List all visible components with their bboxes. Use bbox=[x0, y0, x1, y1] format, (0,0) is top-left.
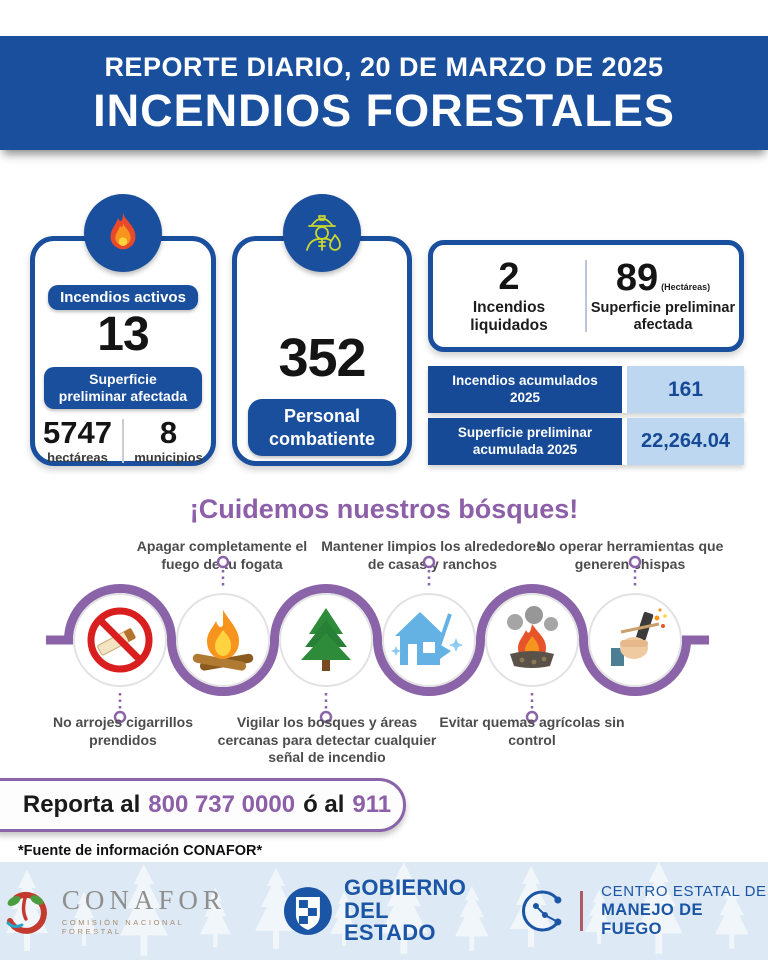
report-phone-banner: Reporta al 800 737 0000 ó al 911 bbox=[0, 778, 406, 832]
tip-cigarettes: No arrojes cigarrillos prendidos bbox=[52, 714, 194, 748]
house-cleaning-icon bbox=[391, 612, 463, 665]
footer: CONAFOR COMISIÓN NACIONAL FORESTAL GOBIE… bbox=[0, 862, 768, 960]
report-prefix: Reporta al bbox=[22, 791, 141, 818]
campaign-title: ¡Cuidemos nuestros bósques! bbox=[189, 494, 579, 524]
gobierno-line1: GOBIERNO bbox=[343, 875, 467, 901]
conafor-emblem-icon bbox=[6, 891, 47, 934]
hectares-unit: (Hectáreas) bbox=[661, 281, 711, 292]
ribbon-path bbox=[46, 584, 709, 696]
spark-tool-icon bbox=[611, 608, 667, 666]
tip-watch-forests: Vigilar los bosques y áreas cercanas par… bbox=[217, 714, 437, 765]
dotted-connectors-top bbox=[216, 555, 642, 587]
uncontrolled-burn-icon bbox=[507, 606, 558, 668]
gobierno-logo: GOBIERNO DEL ESTADO bbox=[282, 875, 486, 946]
state-shield-icon bbox=[284, 887, 332, 935]
centro-line1: CENTRO ESTATAL DE bbox=[601, 883, 767, 901]
vertical-divider bbox=[585, 260, 587, 332]
personnel-label: Personal combatiente bbox=[248, 399, 396, 456]
tips-icon-ribbon bbox=[46, 555, 709, 724]
flame-icon bbox=[84, 194, 162, 272]
personnel-value: 352 bbox=[278, 328, 366, 388]
hectares-stat: 5747 hectáreas bbox=[43, 415, 112, 465]
personnel-card: 352 Personal combatiente bbox=[232, 236, 412, 466]
extinguished-card: 2 Incendios liquidados 89 (Hectáreas) Sup… bbox=[428, 240, 744, 352]
extinguished-stat: 2 Incendios liquidados bbox=[470, 255, 548, 334]
centro-line2: MANEJO DE FUEGO bbox=[601, 900, 703, 938]
active-fires-card: Incendios activos 13 Superficie prelimin… bbox=[30, 236, 216, 466]
surface-affected-stat: 89 (Hectáreas) Superficie preliminar afec… bbox=[590, 256, 736, 333]
emergency-number: 911 bbox=[352, 791, 392, 818]
report-subtitle: REPORTE DIARIO, 20 DE MARZO DE 2025 bbox=[104, 52, 664, 82]
dotted-connectors-bottom bbox=[113, 693, 539, 724]
report-middle: ó al bbox=[303, 791, 345, 818]
campfire-icon bbox=[192, 610, 254, 671]
gobierno-line2: DEL ESTADO bbox=[343, 897, 436, 946]
conafor-subtitle: COMISIÓN NACIONAL FORESTAL bbox=[61, 917, 185, 936]
accumulated-surface-row: Superficie preliminar acumulada 2025 22,… bbox=[428, 418, 744, 465]
tip-agricultural-burns: Evitar quemas agrícolas sin control bbox=[439, 714, 625, 748]
surface-affected-label: Superficie preliminar afectada bbox=[44, 367, 202, 409]
no-smoking-icon bbox=[87, 607, 153, 673]
conafor-name: CONAFOR bbox=[61, 884, 226, 915]
pine-tree-icon bbox=[301, 608, 351, 671]
logo-divider bbox=[580, 891, 584, 931]
source-note: *Fuente de información CONAFOR* bbox=[18, 843, 263, 859]
centro-logo: CENTRO ESTATAL DE MANEJO DE FUEGO bbox=[520, 883, 768, 938]
active-fires-value: 13 bbox=[97, 308, 149, 361]
active-fires-breakdown: 5747 hectáreas 8 municipios bbox=[35, 415, 211, 465]
firefighter-icon bbox=[283, 194, 361, 272]
tip-campfire: Apagar completamente el fuego de tu foga… bbox=[136, 538, 308, 572]
fire-center-icon bbox=[522, 890, 562, 932]
active-fires-label: Incendios activos bbox=[48, 285, 198, 310]
report-phone-number: 800 737 0000 bbox=[148, 791, 296, 818]
vertical-divider bbox=[122, 419, 124, 463]
header-banner: REPORTE DIARIO, 20 DE MARZO DE 2025 INCE… bbox=[0, 36, 768, 150]
page-title: INCENDIOS FORESTALES bbox=[93, 85, 675, 136]
municipios-stat: 8 municipios bbox=[134, 415, 203, 465]
conafor-logo: CONAFOR COMISIÓN NACIONAL FORESTAL bbox=[0, 885, 248, 937]
accumulated-fires-row: Incendios acumulados 2025 161 bbox=[428, 366, 744, 413]
